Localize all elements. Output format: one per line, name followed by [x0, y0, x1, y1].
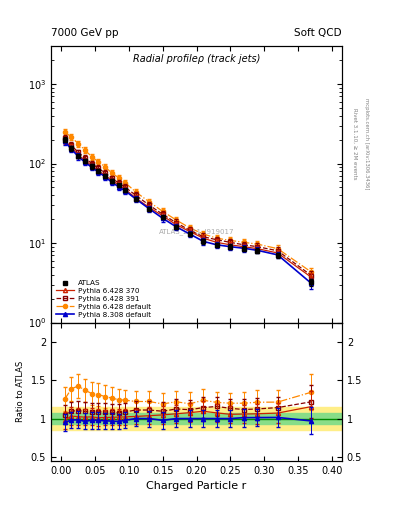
Text: 7000 GeV pp: 7000 GeV pp — [51, 28, 119, 38]
Text: Radial profileρ (track jets): Radial profileρ (track jets) — [133, 54, 260, 65]
Text: Rivet 3.1.10, ≥ 2M events: Rivet 3.1.10, ≥ 2M events — [352, 108, 357, 179]
X-axis label: Charged Particle r: Charged Particle r — [146, 481, 247, 491]
Text: mcplots.cern.ch [arXiv:1306.3436]: mcplots.cern.ch [arXiv:1306.3436] — [364, 98, 369, 189]
Y-axis label: Ratio to ATLAS: Ratio to ATLAS — [16, 361, 25, 422]
Legend: ATLAS, Pythia 6.428 370, Pythia 6.428 391, Pythia 6.428 default, Pythia 8.308 de: ATLAS, Pythia 6.428 370, Pythia 6.428 39… — [55, 279, 152, 319]
Text: Soft QCD: Soft QCD — [294, 28, 342, 38]
Text: ATLAS_2011_I919017: ATLAS_2011_I919017 — [159, 228, 234, 234]
